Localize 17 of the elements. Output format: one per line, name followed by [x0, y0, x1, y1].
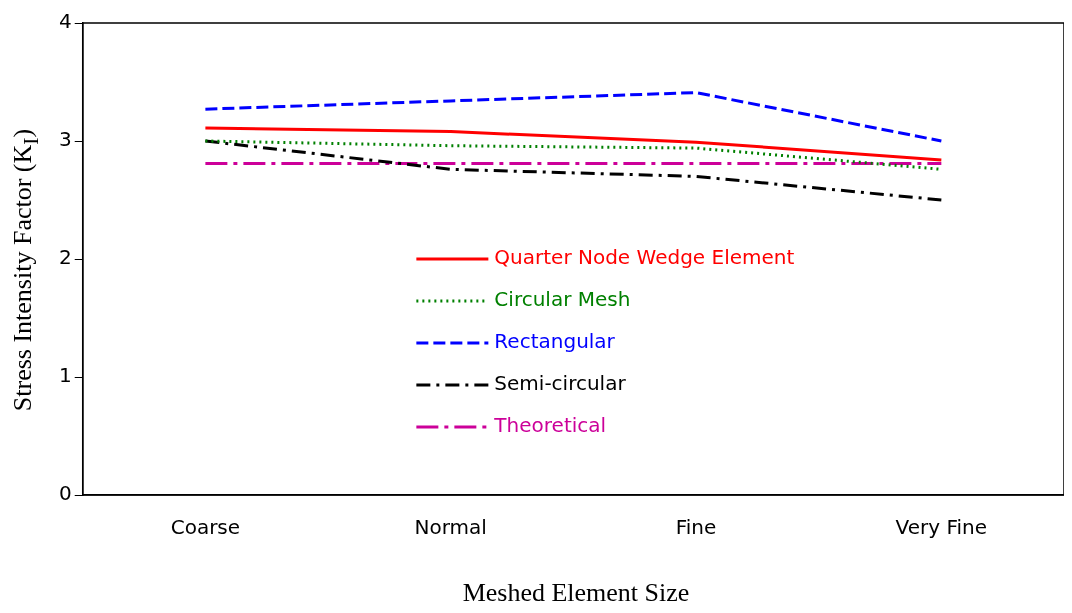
- legend-label: Semi-circular: [494, 371, 627, 396]
- x-tick-label: Normal: [414, 515, 487, 540]
- legend-label: Circular Mesh: [494, 287, 631, 312]
- legend-label: Theoretical: [493, 413, 607, 438]
- y-tick-label: 0: [58, 481, 72, 506]
- x-tick-label: Fine: [675, 515, 717, 540]
- legend-label: Quarter Node Wedge Element: [494, 245, 795, 270]
- x-axis-title: Meshed Element Size: [461, 578, 691, 608]
- legend-label: Rectangular: [494, 329, 616, 354]
- y-tick-label: 3: [58, 127, 72, 152]
- x-tick-label: Coarse: [170, 515, 241, 540]
- x-tick-label: Very Fine: [895, 515, 988, 540]
- line-series: [203, 139, 943, 202]
- y-tick-label: 2: [58, 245, 72, 270]
- line-series: [203, 91, 943, 143]
- y-tick-label: 4: [58, 9, 72, 34]
- y-tick-label: 1: [58, 363, 72, 388]
